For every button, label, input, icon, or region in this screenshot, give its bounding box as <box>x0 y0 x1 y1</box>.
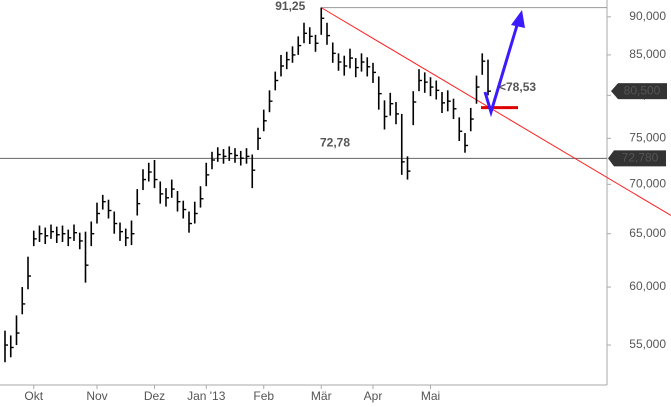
x-tick-label: Okt <box>24 389 43 403</box>
y-tick-label: 75,000 <box>629 131 666 145</box>
x-tick-label: Mär <box>311 389 332 403</box>
support-label: <78,53 <box>499 80 536 94</box>
y-tick-label: 65,000 <box>629 226 666 240</box>
arrow-head <box>511 10 525 28</box>
last-price-tag: 80,500 <box>624 83 661 97</box>
target-arrow <box>483 10 525 118</box>
level-label: 72,78 <box>320 136 350 150</box>
level-tag-pointer <box>608 150 614 167</box>
x-tick-label: Apr <box>364 389 383 403</box>
y-tick-label: 70,000 <box>629 176 666 190</box>
x-tick-label: Dez <box>144 389 165 403</box>
y-tick-label: 85,000 <box>629 47 666 61</box>
last-price-pointer <box>611 83 618 100</box>
level-tag-box <box>614 150 666 167</box>
x-tick-label: Feb <box>253 389 274 403</box>
y-tick-label: 90,000 <box>629 9 666 23</box>
level-tag: 72,780 <box>622 151 659 165</box>
arrow-line <box>483 21 520 118</box>
x-tick-label: Jan '13 <box>187 389 226 403</box>
y-tick-label: 55,000 <box>629 337 666 351</box>
y-tick-label: 60,000 <box>629 279 666 293</box>
x-tick-label: Mai <box>421 389 440 403</box>
trendline <box>320 7 671 216</box>
high-label: 91,25 <box>275 0 305 13</box>
last-price-box <box>618 83 667 100</box>
x-tick-label: Nov <box>86 389 107 403</box>
